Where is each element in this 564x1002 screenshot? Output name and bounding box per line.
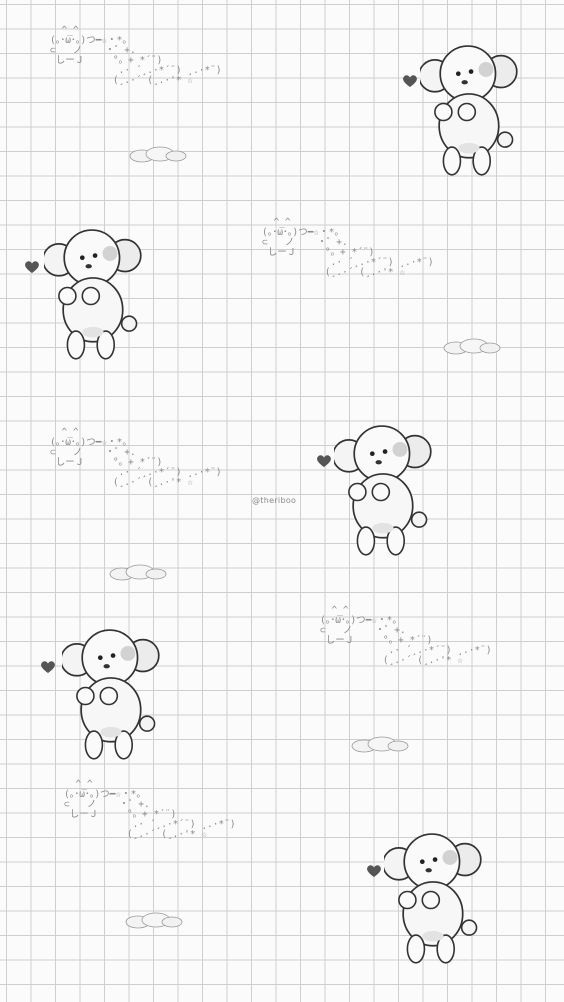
cloud-icon (109, 564, 167, 581)
kaomoji-line: (¸.·´ (¸.·'* ☆ (262, 266, 405, 278)
kaomoji-line: .· ´¸.·*´¨) ¸.·*¨) (64, 818, 236, 830)
dog-illustration (62, 629, 160, 760)
kaomoji-line: (｡･ω･｡)つ━☆・*。 (262, 226, 344, 238)
kaomoji-art: ^_^ (｡･ω･｡)つ━☆・*。 ⊂ ノ ・゜+. しーＪ °。+ *´¨) … (262, 218, 434, 278)
kaomoji-line: .· ´¸.·*´¨) ¸.·*¨) (50, 466, 222, 478)
kaomoji-line: .· ´¸.·*´¨) ¸.·*¨) (262, 256, 434, 268)
heart-icon (41, 661, 55, 673)
watermark-text: @theriboo (252, 496, 297, 505)
kaomoji-line: ^_^ (50, 25, 79, 36)
heart-icon (403, 75, 417, 87)
dog-illustration (44, 229, 142, 360)
kaomoji-line: ⊂ ノ ・゜+. (64, 798, 150, 810)
kaomoji-art: ^_^ (｡･ω･｡)つ━☆・*。 ⊂ ノ ・゜+. しーＪ °。+ *´¨) … (64, 780, 236, 840)
kaomoji-line: しーＪ °。+ *´¨) (262, 246, 375, 258)
dog-illustration (384, 833, 482, 964)
kaomoji-line: (¸.·´ (¸.·'* ☆ (50, 74, 193, 86)
kaomoji-art: ^_^ (｡･ω･｡)つ━☆・*。 ⊂ ノ ・゜+. しーＪ °。+ *´¨) … (50, 26, 222, 86)
kaomoji-line: (｡･ω･｡)つ━☆・*。 (320, 614, 402, 626)
kaomoji-line: .· ´¸.·*´¨) ¸.·*¨) (50, 64, 222, 76)
dog-illustration (420, 45, 518, 176)
kaomoji-line: ⊂ ノ ・゜+. (50, 446, 136, 458)
dog-illustration (334, 425, 432, 556)
kaomoji-line: (｡･ω･｡)つ━☆・*。 (50, 34, 132, 46)
cloud-icon (443, 338, 501, 355)
cloud-icon (351, 736, 409, 753)
kaomoji-line: (¸.·´ (¸.·'* ☆ (320, 654, 463, 666)
cloud-icon (125, 912, 183, 929)
kaomoji-line: しーＪ °。+ *´¨) (320, 634, 433, 646)
kaomoji-art: ^_^ (｡･ω･｡)つ━☆・*。 ⊂ ノ ・゜+. しーＪ °。+ *´¨) … (320, 606, 492, 666)
kaomoji-line: (｡･ω･｡)つ━☆・*。 (50, 436, 132, 448)
cloud-icon (129, 146, 187, 163)
heart-icon (367, 865, 381, 877)
kaomoji-line: しーＪ °。+ *´¨) (64, 808, 177, 820)
heart-icon (25, 261, 39, 273)
kaomoji-line: ^_^ (262, 217, 291, 228)
kaomoji-line: .· ´¸.·*´¨) ¸.·*¨) (320, 644, 492, 656)
kaomoji-line: ⊂ ノ ・゜+. (262, 236, 348, 248)
kaomoji-line: ⊂ ノ ・゜+. (320, 624, 406, 636)
kaomoji-line: (¸.·´ (¸.·'* ☆ (50, 476, 193, 488)
kaomoji-line: しーＪ °。+ *´¨) (50, 54, 163, 66)
heart-icon (317, 455, 331, 467)
kaomoji-line: (｡･ω･｡)つ━☆・*。 (64, 788, 146, 800)
kaomoji-line: ^_^ (320, 605, 349, 616)
kaomoji-art: ^_^ (｡･ω･｡)つ━☆・*。 ⊂ ノ ・゜+. しーＪ °。+ *´¨) … (50, 428, 222, 488)
kaomoji-line: ^_^ (50, 427, 79, 438)
kaomoji-line: (¸.·´ (¸.·'* ☆ (64, 828, 207, 840)
kaomoji-line: ^_^ (64, 779, 93, 790)
kaomoji-line: しーＪ °。+ *´¨) (50, 456, 163, 468)
kaomoji-line: ⊂ ノ ・゜+. (50, 44, 136, 56)
